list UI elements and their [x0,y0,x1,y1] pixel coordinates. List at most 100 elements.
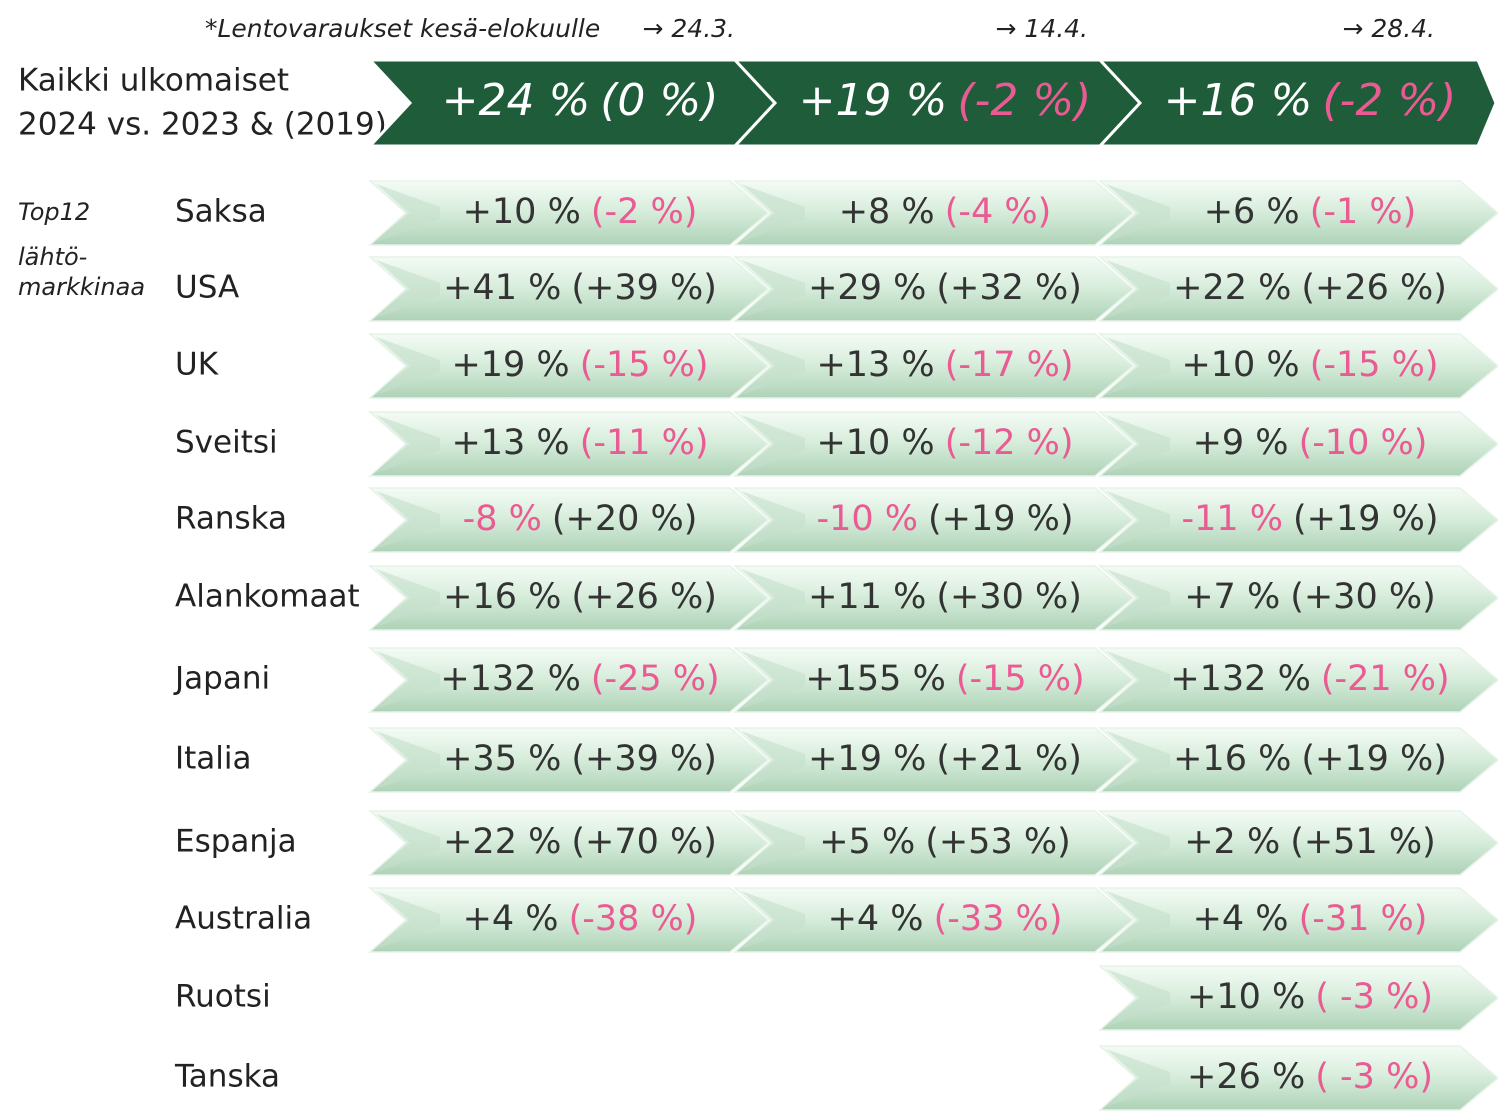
row-arrow [1098,1045,1498,1111]
row-arrow [733,727,1135,793]
main-value: +155 % [805,659,946,699]
main-value: +19 % [451,345,569,385]
row-arrow [1098,411,1498,477]
main-value: +16 % [1164,75,1313,126]
country: Saksa [175,194,267,230]
row-arrow [1098,727,1498,793]
row-arrow [368,180,770,246]
row-arrow-notch [1106,415,1170,473]
row-arrow-notch [376,260,440,318]
row-arrow-notch [376,569,440,627]
compare-value: (-2 %) [591,192,698,232]
cell-text: +9 % (-10 %) [1193,423,1428,463]
date-label: → 28.4. [1342,14,1435,43]
cell-text: +132 % (-21 %) [1170,659,1449,699]
cell-text: +35 % (+39 %) [443,739,717,779]
country: Sveitsi [175,425,278,461]
side-label: lähtö- [18,243,87,271]
cell-text: +22 % (+26 %) [1173,268,1447,308]
compare-value: (-21 %) [1321,659,1450,699]
cell-text: +4 % (-33 %) [828,899,1063,939]
main-value: +2 % [1184,822,1280,862]
cell-text: +16 % (+26 %) [443,577,717,617]
compare-value: (-25 %) [591,659,720,699]
header-arrow [1096,58,1498,148]
row-arrow-notch [1106,184,1170,242]
main-value: +132 % [1170,659,1311,699]
compare-value: ( -3 %) [1315,977,1433,1017]
main-value: +41 % [443,268,561,308]
compare-value: (-11 %) [580,423,709,463]
total-label: 2024 vs. 2023 & (2019) [18,107,387,143]
cell-text: +10 % (-2 %) [463,192,698,232]
cell-text: +22 % (+70 %) [443,822,717,862]
compare-value: (-12 %) [945,423,1074,463]
row-arrow-notch [1106,569,1170,627]
compare-value: (-4 %) [945,192,1052,232]
main-value: +16 % [1173,739,1291,779]
date-label: → 14.4. [995,14,1088,43]
row-arrow-notch [376,415,440,473]
main-value: +22 % [443,822,561,862]
cell-text: +2 % (+51 %) [1184,822,1436,862]
cell-text: +29 % (+32 %) [808,268,1082,308]
main-value: +6 % [1204,192,1300,232]
row-arrow-notch [1106,337,1170,395]
row-arrow-notch [376,491,440,549]
row-arrow [1098,256,1498,322]
cell-text: +5 % (+53 %) [819,822,1071,862]
row-arrow [733,411,1135,477]
row-arrow [368,727,770,793]
compare-value: (+19 %) [1293,499,1439,539]
main-value: +4 % [828,899,924,939]
row-arrow-notch [1106,814,1170,872]
row-arrow-notch [376,184,440,242]
total-label: Kaikki ulkomaiset [18,63,289,99]
compare-value: (+26 %) [1301,268,1447,308]
row-arrow [733,565,1135,631]
main-value: +13 % [816,345,934,385]
row-arrow [1098,565,1498,631]
compare-value: (-38 %) [569,899,698,939]
row-arrow [1098,333,1498,399]
cell-text: +11 % (+30 %) [808,577,1082,617]
cell-text: +16 % (+19 %) [1173,739,1447,779]
compare-value: (-17 %) [945,345,1074,385]
compare-value: (+30 %) [1290,577,1436,617]
compare-value: (+21 %) [936,739,1082,779]
cell-text: +10 % (-15 %) [1181,345,1438,385]
main-value: -10 % [816,499,918,539]
cell-text: -8 % (+20 %) [463,499,698,539]
compare-value: (-10 %) [1299,423,1428,463]
compare-value: (-31 %) [1299,899,1428,939]
side-label: Top12 [18,198,90,226]
main-value: +19 % [808,739,926,779]
cell-text: +26 %( -3 %) [1187,1057,1433,1097]
cell-text: +10 % (-12 %) [816,423,1073,463]
main-value: +19 % [799,75,948,126]
main-value: +9 % [1193,423,1289,463]
country: UK [175,347,219,383]
country: Italia [175,741,252,777]
main-value: +7 % [1184,577,1280,617]
cell-text: +132 % (-25 %) [440,659,719,699]
compare-value: (+20 %) [552,499,698,539]
main-value: +4 % [463,899,559,939]
main-value: +132 % [440,659,581,699]
row-arrow-notch [376,814,440,872]
row-arrow [368,487,770,553]
country: Australia [175,901,312,937]
row-arrow [1098,965,1498,1031]
compare-value: (+39 %) [571,739,717,779]
compare-value: (-33 %) [934,899,1063,939]
row-arrow [733,256,1135,322]
compare-value: (+19 %) [928,499,1074,539]
row-arrow [368,647,770,713]
compare-value: (-15 %) [956,659,1085,699]
row-arrow-notch [376,891,440,949]
cell-text: +16 % (-2 %) [1164,75,1457,126]
main-value: +22 % [1173,268,1291,308]
row-arrow-notch [741,651,805,709]
main-value: +11 % [808,577,926,617]
